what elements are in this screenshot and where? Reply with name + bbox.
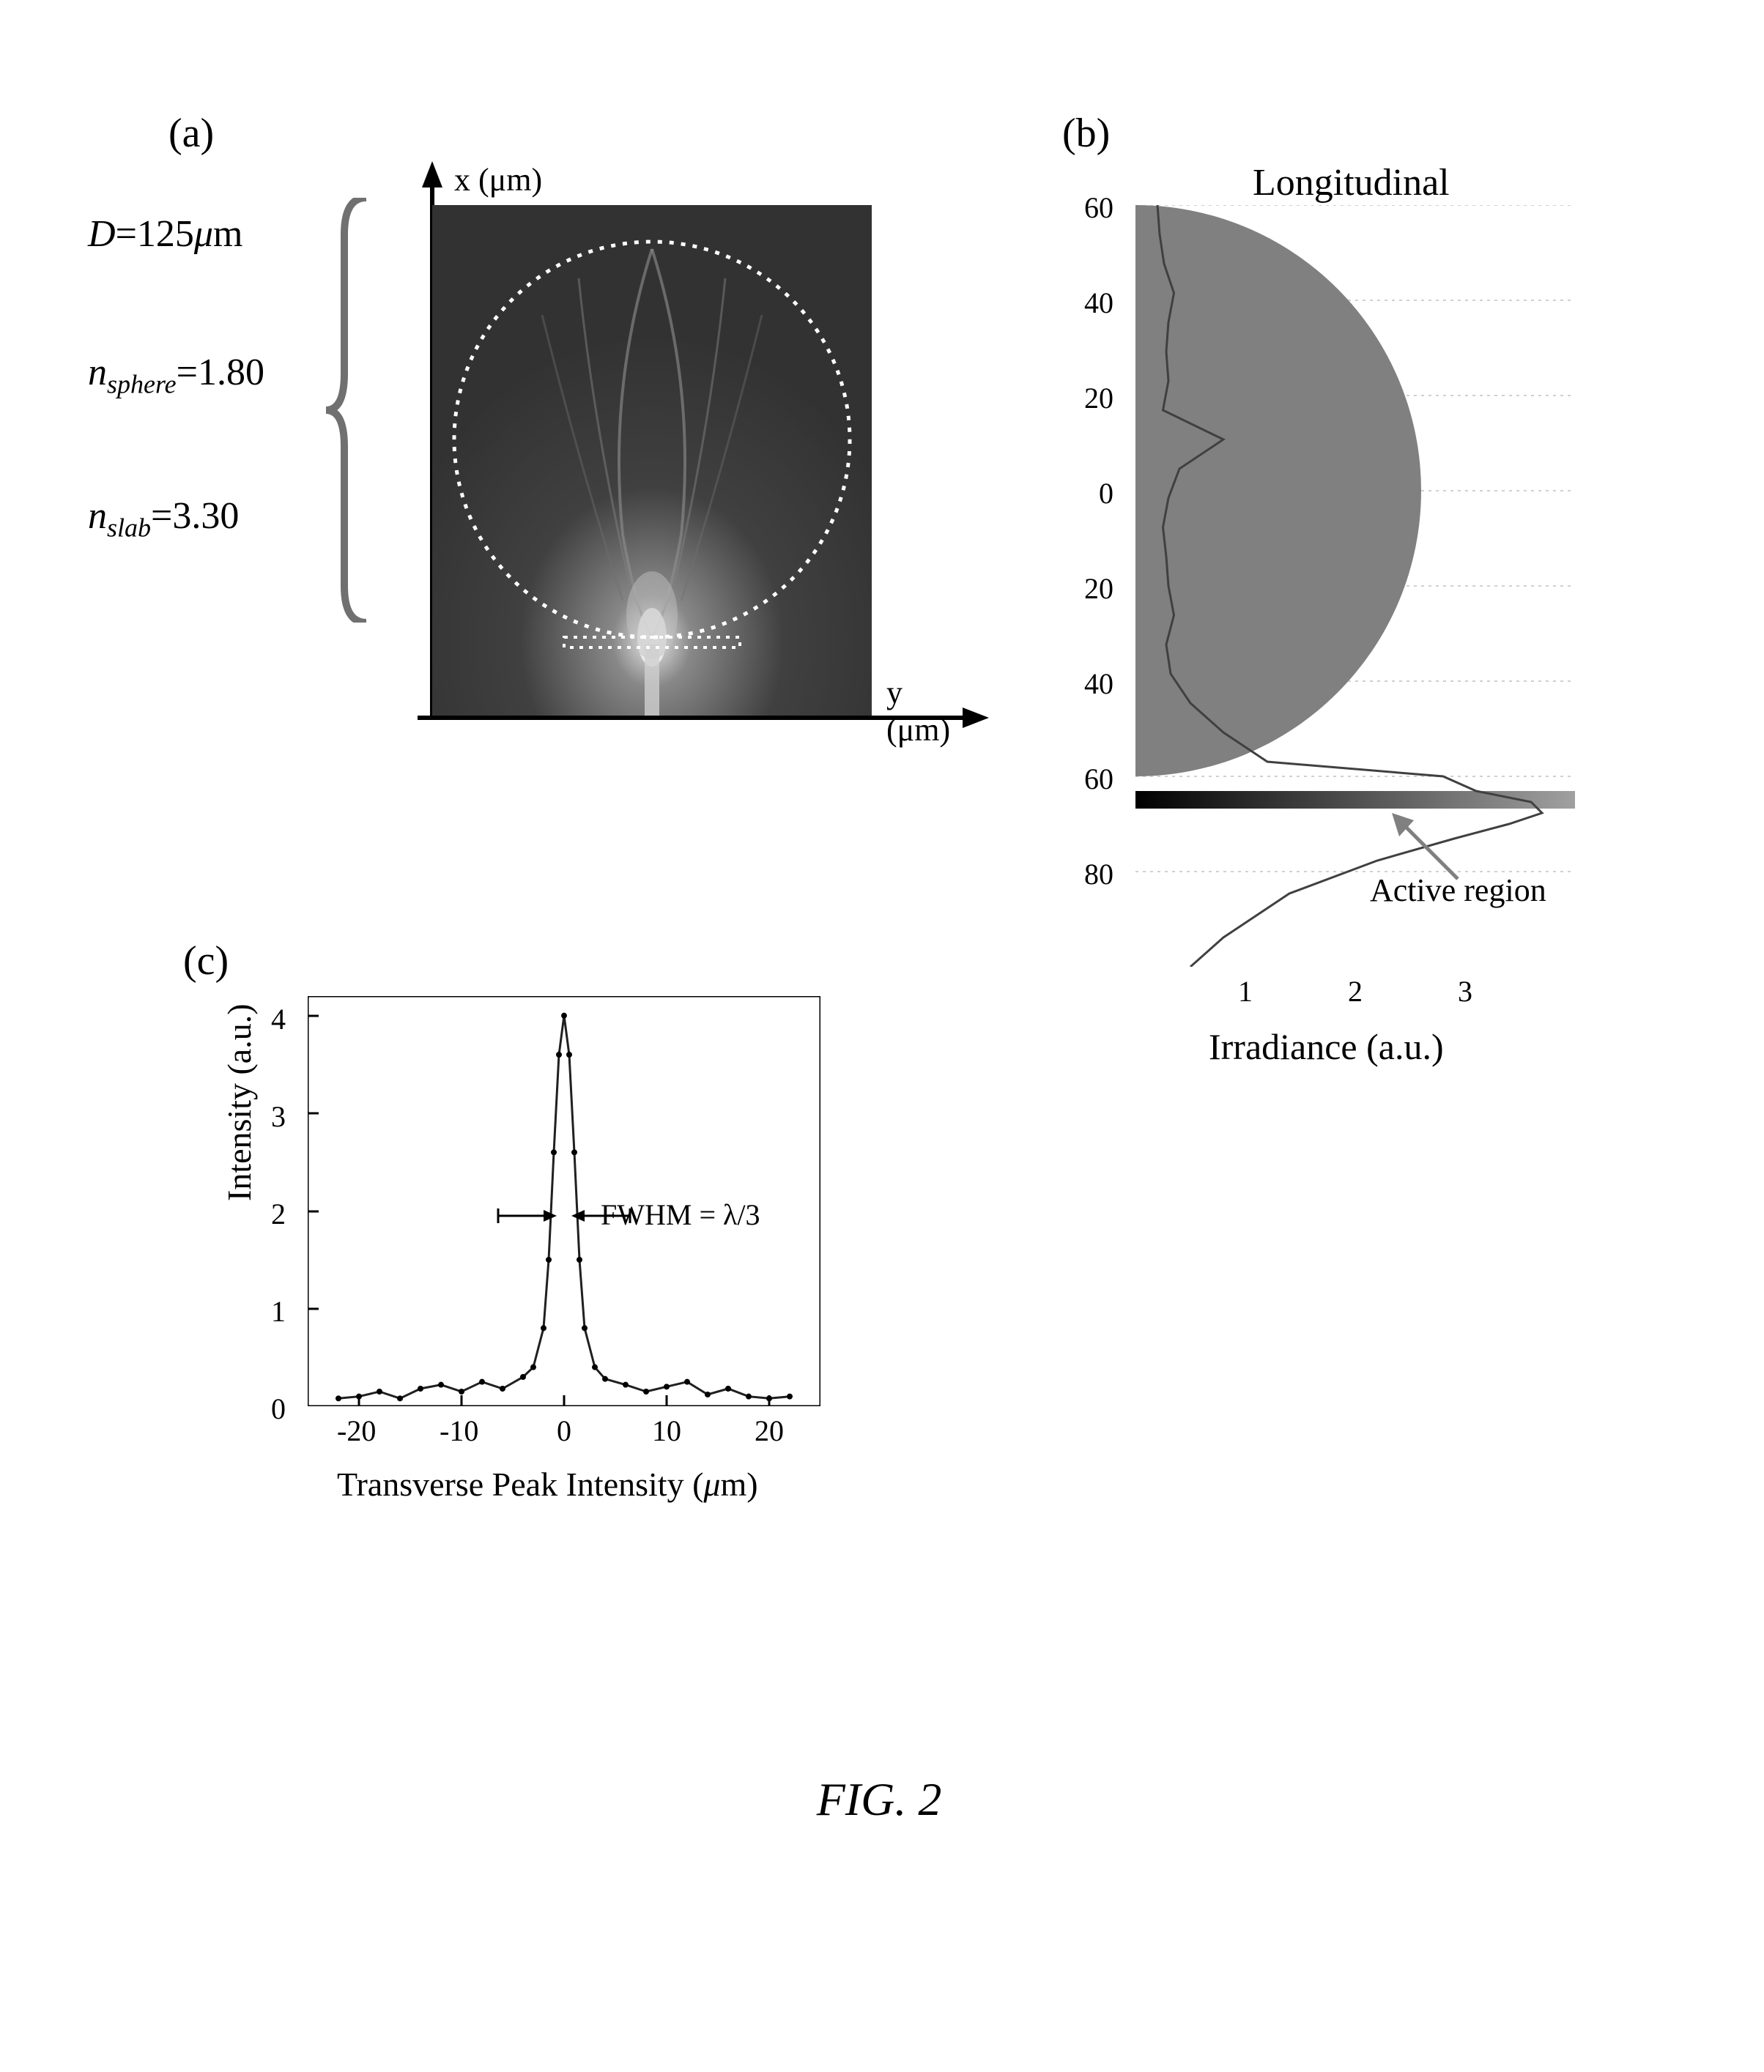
panel-b-label: (b) bbox=[1062, 110, 1110, 157]
panel-a-params: D=125μm nsphere=1.80 nslab=3.30 bbox=[88, 212, 352, 543]
panel-c-xlabel: Transverse Peak Intensity (μm) bbox=[337, 1465, 758, 1504]
panel-a-x-arrow-icon bbox=[418, 703, 989, 732]
ytick: 20 bbox=[1084, 381, 1113, 415]
ytick: 40 bbox=[1084, 666, 1113, 701]
ytick: 20 bbox=[1084, 571, 1113, 606]
xtick: 2 bbox=[1348, 974, 1363, 1009]
figure-container: (a) D=125μm nsphere=1.80 nslab=3.30 x (μ… bbox=[147, 110, 1612, 1868]
xtick: 20 bbox=[755, 1414, 784, 1448]
param-diameter: D=125μm bbox=[88, 212, 352, 256]
panel-b-xlabel: Irradiance (a.u.) bbox=[1209, 1025, 1444, 1068]
figure-caption: FIG. 2 bbox=[147, 1772, 1612, 1827]
ytick: 3 bbox=[271, 1099, 286, 1134]
ytick: 60 bbox=[1084, 762, 1113, 796]
ytick: 80 bbox=[1084, 857, 1113, 891]
ytick: 0 bbox=[271, 1392, 286, 1426]
fwhm-label: FWHM = λ/3 bbox=[601, 1197, 760, 1232]
ytick: 1 bbox=[271, 1294, 286, 1329]
xtick: -20 bbox=[337, 1414, 376, 1448]
panel-b: (b) Longitudinal bbox=[1062, 110, 1612, 1157]
panel-a-label: (a) bbox=[168, 110, 214, 157]
param-nsphere: nsphere=1.80 bbox=[88, 351, 352, 399]
active-region-arrow-icon bbox=[1385, 813, 1472, 886]
xtick: 1 bbox=[1238, 974, 1253, 1009]
brace-icon bbox=[322, 198, 381, 637]
panel-c-label: (c) bbox=[183, 937, 229, 984]
panel-b-title: Longitudinal bbox=[1253, 161, 1450, 204]
panel-c: (c) bbox=[176, 937, 908, 1560]
ytick: 0 bbox=[1099, 476, 1113, 510]
panel-c-ylabel: Intensity (a.u.) bbox=[220, 1003, 259, 1201]
ytick: 60 bbox=[1084, 190, 1113, 225]
ytick: 40 bbox=[1084, 286, 1113, 320]
xtick: 0 bbox=[557, 1414, 571, 1448]
xtick: 3 bbox=[1458, 974, 1472, 1009]
xtick: 10 bbox=[652, 1414, 681, 1448]
panel-a-x-axis-label: x (μm) bbox=[454, 161, 542, 198]
ytick: 2 bbox=[271, 1197, 286, 1231]
xtick: -10 bbox=[440, 1414, 478, 1448]
panel-b-yticks: 60 40 20 0 20 40 60 80 bbox=[1084, 205, 1128, 967]
panel-a-sim-image bbox=[432, 205, 872, 718]
ytick: 4 bbox=[271, 1002, 286, 1036]
param-nslab: nslab=3.30 bbox=[88, 494, 352, 543]
panel-a: (a) D=125μm nsphere=1.80 nslab=3.30 x (μ… bbox=[147, 110, 952, 806]
panel-c-yticks: 0 1 2 3 4 bbox=[271, 996, 300, 1406]
panel-b-plot bbox=[1135, 205, 1575, 967]
